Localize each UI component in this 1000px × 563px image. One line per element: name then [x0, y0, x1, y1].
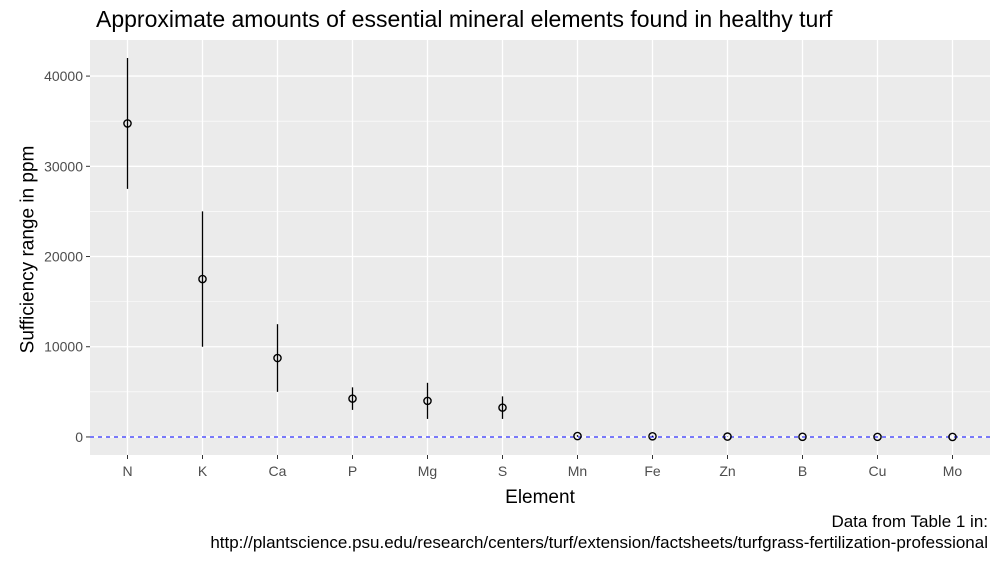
point-ca — [273, 353, 282, 363]
x-tick-label: Fe — [644, 463, 661, 479]
error-bars — [126, 58, 954, 437]
x-tick-label: S — [498, 463, 507, 479]
x-tick-label: N — [122, 463, 132, 479]
point-k — [198, 274, 207, 284]
point-mn — [573, 431, 582, 441]
data-points — [123, 119, 957, 442]
minor-gridlines — [90, 120, 990, 393]
chart-title: Approximate amounts of essential mineral… — [96, 6, 833, 32]
x-tick-label: Mo — [943, 463, 963, 479]
y-tick-label: 10000 — [44, 339, 83, 355]
y-tick-label: 20000 — [44, 249, 83, 265]
x-axis-title: Element — [505, 487, 575, 508]
caption-line-2: http://plantscience.psu.edu/research/cen… — [210, 533, 988, 552]
point-b — [798, 432, 807, 442]
data-source-caption: Data from Table 1 in: http://plantscienc… — [210, 511, 988, 553]
y-axis-title: Sufficiency range in ppm — [18, 146, 39, 354]
x-tick-label: P — [348, 463, 357, 479]
point-n — [123, 119, 132, 128]
x-tick-label: Cu — [869, 463, 887, 479]
point-mo — [948, 432, 957, 442]
point-p — [348, 394, 357, 403]
y-tick-label: 0 — [75, 429, 83, 445]
x-tick-label: Zn — [719, 463, 735, 479]
x-axis: N K Ca P Mg S Mn Fe Zn B Cu Mo — [122, 455, 962, 479]
point-s — [498, 403, 507, 412]
caption-line-1: Data from Table 1 in: — [831, 512, 988, 531]
y-tick-label: 30000 — [44, 158, 83, 174]
point-cu — [873, 432, 882, 442]
x-tick-label: Mg — [418, 463, 437, 479]
y-tick-label: 40000 — [44, 68, 83, 84]
x-tick-label: K — [198, 463, 208, 479]
x-tick-label: Mn — [568, 463, 587, 479]
point-mg — [423, 396, 432, 406]
x-tick-label: Ca — [269, 463, 287, 479]
point-fe — [648, 431, 657, 441]
point-zn — [723, 432, 732, 441]
plot-panel — [90, 40, 990, 455]
x-tick-label: B — [798, 463, 807, 479]
y-axis: 0 10000 20000 30000 40000 — [44, 68, 90, 445]
